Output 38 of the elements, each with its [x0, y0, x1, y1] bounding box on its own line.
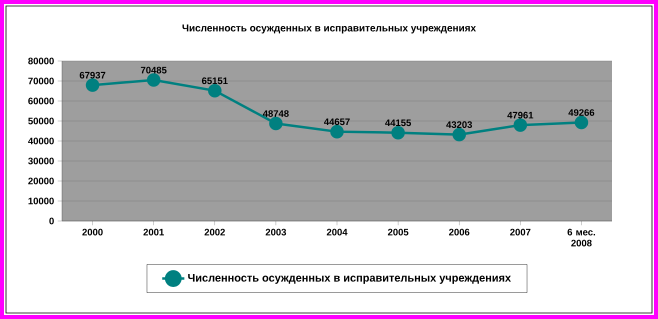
y-tick-label: 40000	[28, 138, 54, 144]
x-tick-label: 2002	[204, 228, 225, 236]
y-tick-label: 10000	[28, 198, 54, 204]
legend-label: Численность осужденных в исправительных учреждениях	[188, 274, 511, 284]
data-label: 44155	[385, 120, 412, 126]
point	[269, 116, 283, 130]
data-label: 47961	[507, 112, 534, 119]
point	[86, 78, 100, 92]
y-tick-label: 30000	[28, 158, 54, 164]
data-label: 67937	[80, 72, 106, 79]
y-tick-label: 80000	[28, 58, 54, 64]
point	[330, 124, 344, 138]
data-label: 48748	[262, 110, 289, 117]
x-tick-label: 2006	[449, 228, 470, 236]
data-label: 43203	[446, 121, 472, 128]
point	[208, 84, 222, 98]
y-tick-label: 0	[49, 218, 54, 224]
x-tick-label: 2000	[82, 228, 103, 236]
data-label: 44657	[324, 118, 350, 126]
y-tick-label: 50000	[28, 118, 54, 124]
y-tick-label: 60000	[28, 98, 54, 104]
point	[391, 126, 405, 140]
data-label: 70485	[140, 66, 167, 74]
x-tick-label: 2005	[388, 228, 408, 236]
chart-title: Численность осужденных в исправительных учреждениях	[182, 24, 476, 34]
point	[452, 128, 466, 142]
point	[574, 116, 588, 130]
point	[514, 118, 528, 132]
x-tick-label: 6 мес. 2008	[568, 228, 596, 246]
x-tick-label: 2007	[510, 228, 530, 236]
point	[146, 73, 160, 87]
y-tick-label: 20000	[28, 178, 54, 184]
data-label: 49266	[568, 109, 594, 116]
data-label: 65151	[202, 77, 228, 84]
x-tick-label: 2004	[326, 228, 348, 236]
y-tick-label: 70000	[28, 78, 54, 84]
x-tick-label: 2001	[143, 228, 164, 236]
x-tick-label: 2003	[266, 228, 286, 236]
